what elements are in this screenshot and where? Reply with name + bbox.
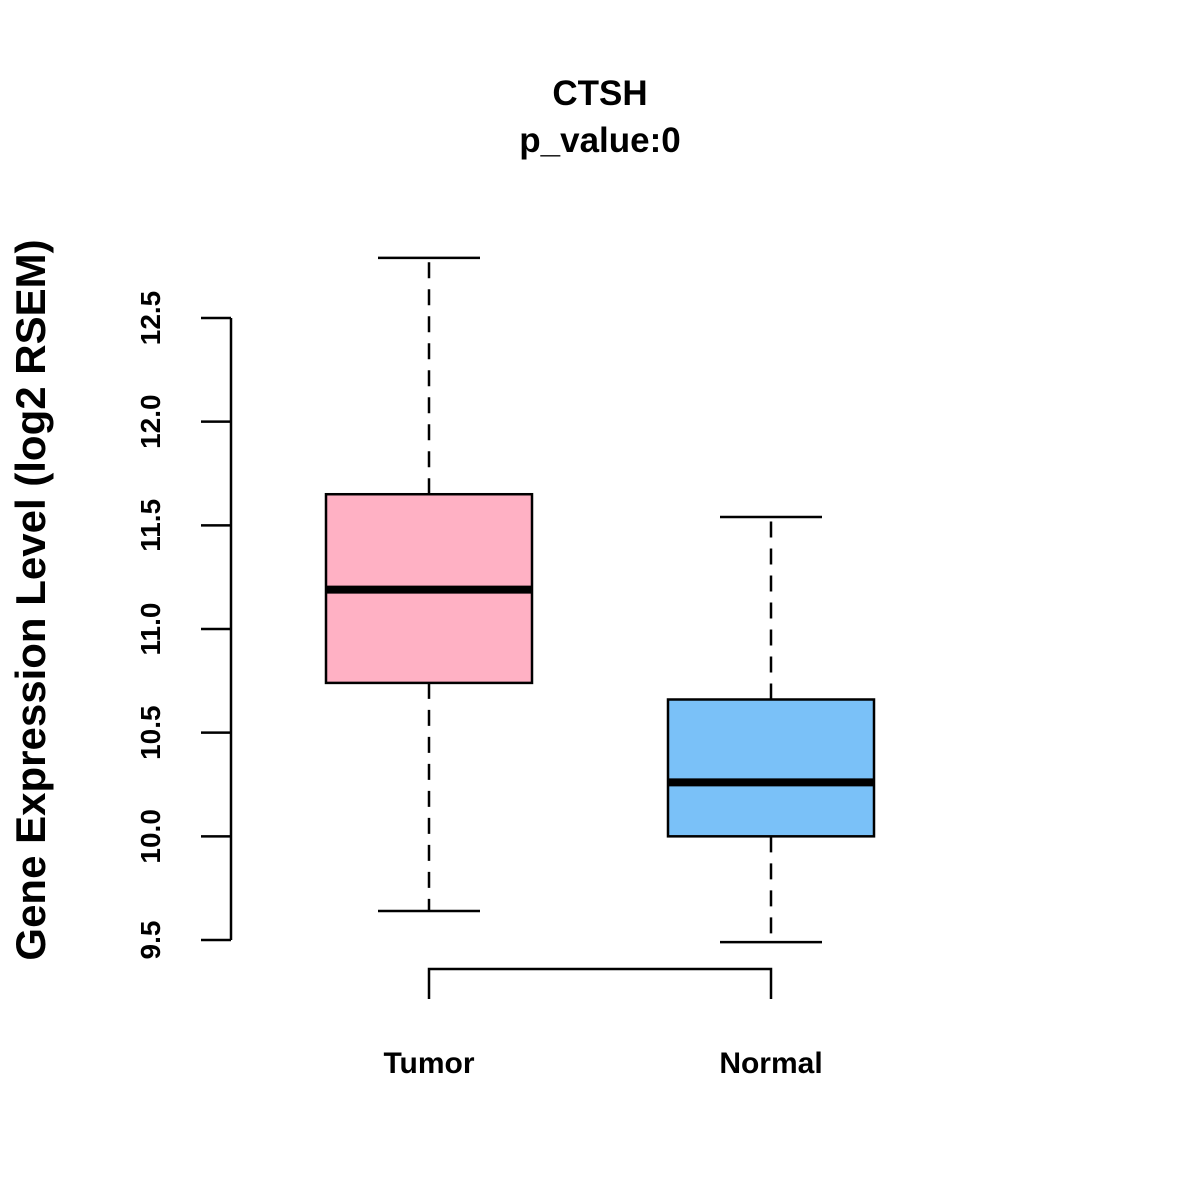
y-tick-label: 12.0 xyxy=(135,394,166,449)
y-tick-label: 10.0 xyxy=(135,809,166,864)
chart-subtitle: p_value:0 xyxy=(519,121,680,160)
x-axis-labels: Tumor Normal xyxy=(383,1047,822,1080)
boxes-layer xyxy=(324,256,876,944)
y-axis-label: Gene Expression Level (log2 RSEM) xyxy=(7,239,54,960)
bracket-line xyxy=(427,967,773,999)
iqr-box xyxy=(666,698,876,838)
box-tumor xyxy=(324,256,534,913)
x-label-tumor: Tumor xyxy=(383,1047,474,1080)
comparison-bracket xyxy=(427,967,773,999)
x-label-normal: Normal xyxy=(719,1047,822,1080)
box-normal xyxy=(666,515,876,944)
y-tick-label: 10.5 xyxy=(135,705,166,760)
y-tick-label: 9.5 xyxy=(135,921,166,960)
y-tick-label: 12.5 xyxy=(135,291,166,346)
y-tick-label: 11.0 xyxy=(135,603,166,656)
y-tick-label: 11.5 xyxy=(135,499,166,552)
chart-title: CTSH xyxy=(552,74,647,113)
y-axis: 9.5 10.0 10.5 11.0 11.5 12.0 12.5 xyxy=(135,291,233,960)
